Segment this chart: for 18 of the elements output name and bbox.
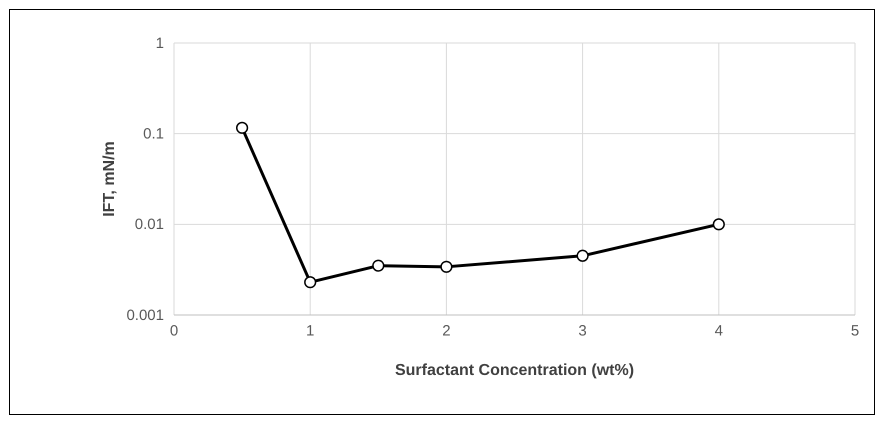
point <box>440 260 452 273</box>
x-tick-label: 5 <box>850 322 860 340</box>
y-tick-label: 0.1 <box>143 125 164 142</box>
y-tick-label: 1 <box>156 34 164 52</box>
point <box>304 276 316 288</box>
x-tick-label: 4 <box>714 322 723 340</box>
y-tick-label: 0.01 <box>134 216 164 234</box>
y-tick-label: 0.001 <box>126 306 164 324</box>
x-axis-title: Surfactant Concentration (wt%) <box>394 362 634 379</box>
x-tick-label: 3 <box>578 322 587 340</box>
point <box>576 250 589 262</box>
point <box>372 260 384 272</box>
y-axis-title: IFT, mN/m <box>101 141 118 217</box>
x-tick-label: 2 <box>442 322 451 340</box>
x-tick-label: 1 <box>306 322 314 340</box>
point <box>712 218 725 230</box>
point <box>236 122 248 134</box>
x-tick-label: 0 <box>170 322 178 340</box>
